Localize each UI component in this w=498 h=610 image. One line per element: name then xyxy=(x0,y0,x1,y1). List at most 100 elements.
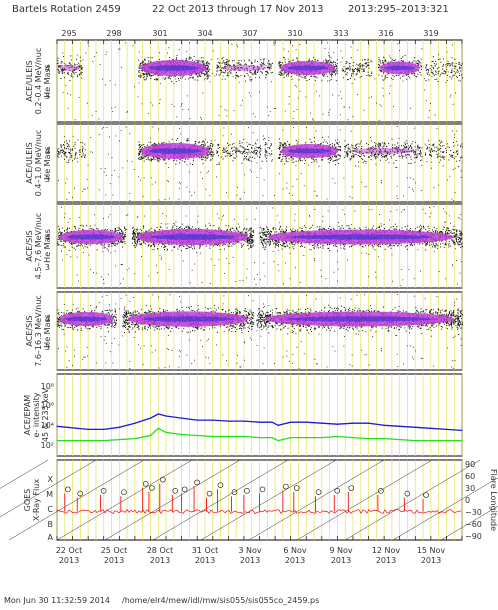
scatter-point xyxy=(58,148,60,150)
scatter-point xyxy=(368,156,370,158)
noise-point xyxy=(451,198,453,200)
scatter-point xyxy=(208,69,210,71)
noise-point xyxy=(173,82,175,84)
scatter-point xyxy=(432,143,434,145)
noise-point xyxy=(62,259,63,261)
scatter-point xyxy=(59,238,61,240)
scatter-point xyxy=(279,148,281,150)
scatter-point xyxy=(452,157,454,159)
noise-point xyxy=(278,270,280,272)
scatter-point xyxy=(313,56,315,58)
scatter-point xyxy=(256,149,258,151)
noise-point xyxy=(210,142,211,144)
scatter-point xyxy=(66,161,68,163)
noise-point xyxy=(101,128,103,130)
scatter-point xyxy=(269,66,271,68)
scatter-point xyxy=(246,155,248,157)
noise-point xyxy=(306,126,308,128)
noise-point xyxy=(327,80,329,82)
scatter-point xyxy=(267,67,269,69)
scatter-point xyxy=(424,154,426,156)
noise-point xyxy=(374,78,376,80)
scatter-point xyxy=(389,61,391,63)
scatter-point xyxy=(284,163,286,165)
scatter-point xyxy=(225,61,227,63)
scatter-point xyxy=(171,80,173,82)
scatter-point xyxy=(211,155,213,157)
scatter-point xyxy=(211,151,213,153)
scatter-point xyxy=(139,63,141,65)
noise-point xyxy=(442,226,444,228)
scatter-point xyxy=(450,150,452,152)
scatter-point xyxy=(210,140,212,142)
noise-point xyxy=(433,206,435,208)
scatter-point xyxy=(228,145,230,147)
scatter-point xyxy=(142,153,144,155)
scatter-point xyxy=(401,155,403,157)
noise-point xyxy=(128,267,130,269)
noise-point xyxy=(207,78,208,80)
scatter-point xyxy=(146,77,148,79)
ytick-label: M xyxy=(46,490,53,499)
scatter-point xyxy=(217,152,219,154)
scatter-point xyxy=(457,71,459,73)
scatter-point xyxy=(367,65,369,67)
scatter-point xyxy=(121,234,123,236)
noise-point xyxy=(341,97,342,99)
scatter-point xyxy=(269,154,271,156)
scatter-point xyxy=(330,160,332,162)
scatter-point xyxy=(377,154,379,156)
scatter-point xyxy=(187,158,189,160)
scatter-point xyxy=(437,149,439,151)
scatter-point xyxy=(333,61,335,63)
scatter-point xyxy=(429,149,431,151)
noise-point xyxy=(349,106,351,108)
scatter-point xyxy=(342,68,344,70)
noise-point xyxy=(179,182,181,184)
scatter-point xyxy=(282,144,284,146)
scatter-point xyxy=(168,77,170,79)
noise-point xyxy=(413,178,415,180)
noise-point xyxy=(459,272,461,274)
scatter-point xyxy=(404,144,406,146)
scatter-point xyxy=(69,80,71,82)
scatter-point xyxy=(416,155,418,157)
scatter-point xyxy=(401,157,403,159)
scatter-point xyxy=(233,143,235,145)
noise-point xyxy=(126,269,128,271)
scatter-point xyxy=(170,78,172,80)
scatter-point xyxy=(268,152,270,154)
scatter-point xyxy=(357,154,359,156)
noise-point xyxy=(167,52,168,54)
scatter-point xyxy=(351,144,353,146)
date-tick-label: 22 Oct xyxy=(56,546,83,555)
scatter-point xyxy=(314,76,316,78)
scatter-point xyxy=(347,148,349,150)
scatter-point xyxy=(332,160,334,162)
noise-point xyxy=(221,219,223,221)
scatter-point xyxy=(159,158,161,160)
noise-point xyxy=(129,192,131,194)
noise-point xyxy=(340,61,342,63)
density-core xyxy=(384,65,415,71)
scatter-point xyxy=(402,60,404,62)
scatter-point xyxy=(61,65,63,67)
scatter-point xyxy=(157,158,159,160)
scatter-point xyxy=(408,75,410,77)
scatter-point xyxy=(221,62,223,64)
scatter-point xyxy=(416,156,418,158)
scatter-point xyxy=(436,63,438,65)
scatter-point xyxy=(269,62,271,64)
scatter-point xyxy=(447,63,449,65)
scatter-point xyxy=(187,138,189,140)
scatter-point xyxy=(139,150,141,152)
scatter-point xyxy=(82,154,84,156)
noise-point xyxy=(420,190,422,191)
noise-point xyxy=(320,269,322,271)
noise-point xyxy=(94,56,96,58)
scatter-point xyxy=(144,60,146,62)
scatter-point xyxy=(420,66,422,68)
scatter-point xyxy=(142,60,144,62)
date-tick-year: 2013 xyxy=(376,556,396,565)
noise-point xyxy=(274,195,276,196)
